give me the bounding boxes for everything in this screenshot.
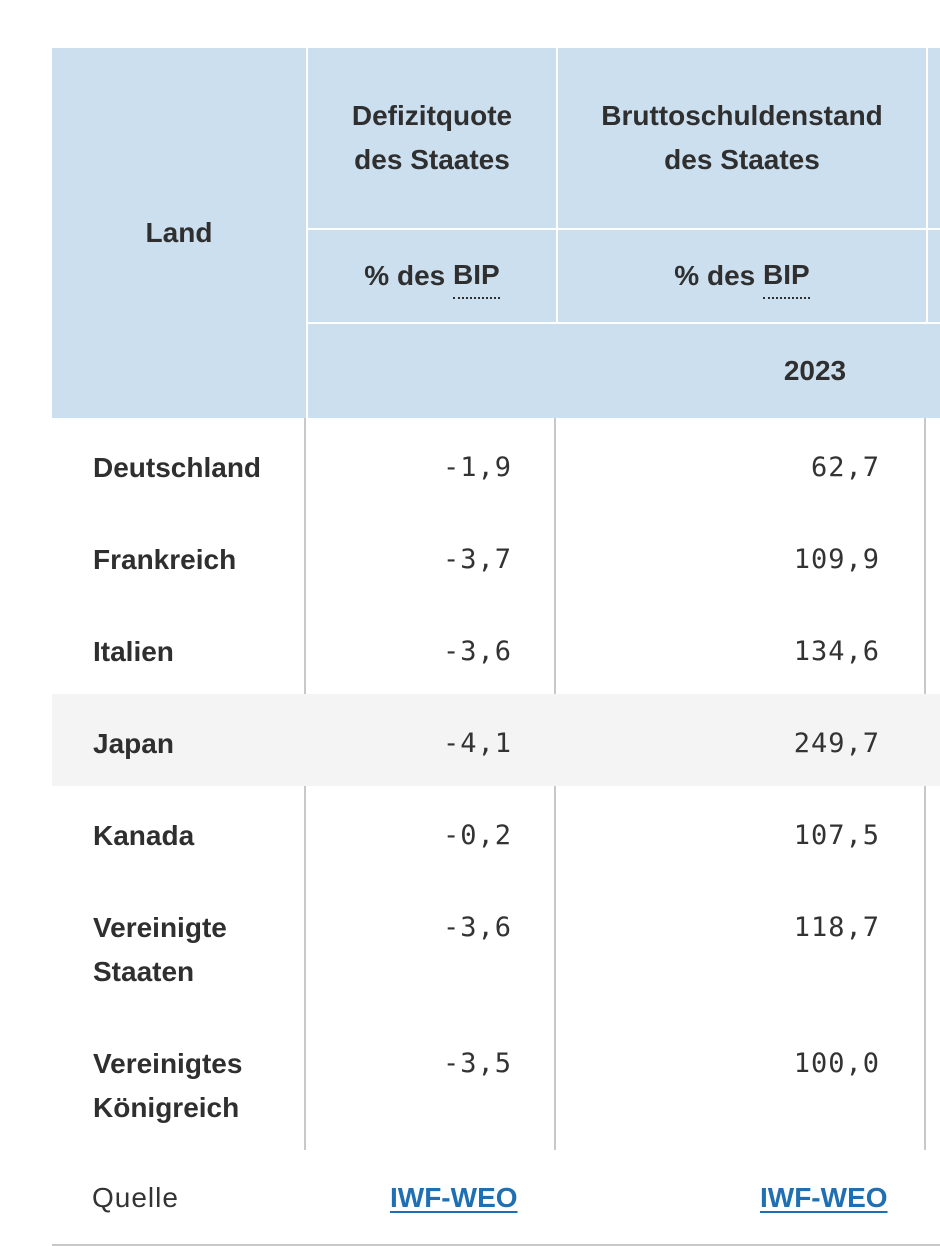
deficit-value: -1,9 [442, 452, 512, 483]
country-cell: Japan [52, 694, 306, 786]
country-name: Vereinigtes [93, 1048, 243, 1079]
year-header: 2023 [308, 324, 940, 418]
debt-value: 62,7 [810, 452, 880, 483]
table-body: Deutschland -1,9 62,7 Frankreich -3,7 10… [52, 418, 940, 1150]
deficit-value: -4,1 [442, 728, 512, 759]
economic-data-table: Land Defizitquote des Staates Bruttoschu… [52, 48, 940, 1246]
source-link-bruttoschuldenstand[interactable]: IWF-WEO [760, 1182, 888, 1213]
header-divider [926, 48, 928, 324]
unit-header-bruttoschuldenstand: % des BIP [558, 230, 926, 322]
table-row: Frankreich -3,7 109,9 [52, 510, 940, 602]
country-name: Deutschland [93, 452, 262, 483]
country-name: Japan [93, 728, 174, 759]
country-name: Kanada [93, 820, 195, 851]
bip-abbreviation[interactable]: BIP [453, 253, 500, 299]
column-header-land-label: Land [145, 217, 213, 248]
column-header-title: Bruttoschuldenstand [601, 100, 883, 131]
unit-label: % des [364, 260, 453, 291]
debt-value: 134,6 [793, 636, 880, 667]
header-divider [306, 228, 940, 230]
country-name: Königreich [93, 1092, 240, 1123]
header-divider [306, 48, 308, 418]
year-label: 2023 [783, 355, 847, 386]
column-header-title: des Staates [664, 144, 820, 175]
column-header-defizitquote: Defizitquote des Staates [308, 48, 556, 228]
debt-value: 249,7 [793, 728, 880, 759]
table-row: Italien -3,6 134,6 [52, 602, 940, 694]
deficit-value: -3,7 [442, 544, 512, 575]
debt-value: 118,7 [793, 912, 880, 943]
column-header-title: des Staates [354, 144, 510, 175]
header-divider [306, 322, 940, 324]
unit-header-defizitquote: % des BIP [308, 230, 556, 322]
debt-value: 100,0 [793, 1048, 880, 1079]
column-header-land: Land [52, 48, 306, 418]
source-label: Quelle [92, 1182, 179, 1213]
country-cell: Italien [52, 602, 306, 694]
deficit-value: -3,6 [442, 636, 512, 667]
column-header-bruttoschuldenstand: Bruttoschuldenstand des Staates [558, 48, 926, 228]
country-cell: Vereinigte Staaten [52, 878, 306, 1014]
country-name: Staaten [93, 956, 195, 987]
table-header: Land Defizitquote des Staates Bruttoschu… [52, 48, 940, 418]
table-footer-source: Quelle IWF-WEO IWF-WEO [52, 1150, 940, 1246]
country-cell: Deutschland [52, 418, 306, 510]
table-row: Vereinigtes Königreich -3,5 100,0 [52, 1014, 940, 1150]
country-name: Vereinigte [93, 912, 227, 943]
table-row: Kanada -0,2 107,5 [52, 786, 940, 878]
source-link-defizitquote[interactable]: IWF-WEO [390, 1182, 518, 1213]
deficit-value: -3,5 [442, 1048, 512, 1079]
deficit-value: -3,6 [442, 912, 512, 943]
country-name: Frankreich [93, 544, 237, 575]
column-header-title: Defizitquote [351, 100, 513, 131]
table-row: Vereinigte Staaten -3,6 118,7 [52, 878, 940, 1014]
unit-label: % des [674, 260, 763, 291]
country-cell: Frankreich [52, 510, 306, 602]
deficit-value: -0,2 [442, 820, 512, 851]
debt-value: 109,9 [793, 544, 880, 575]
table-row-highlighted: Japan -4,1 249,7 [52, 694, 940, 786]
table-row: Deutschland -1,9 62,7 [52, 418, 940, 510]
country-name: Italien [93, 636, 174, 667]
header-divider [556, 48, 558, 324]
country-cell: Kanada [52, 786, 306, 878]
bip-abbreviation[interactable]: BIP [763, 253, 810, 299]
debt-value: 107,5 [793, 820, 880, 851]
country-cell: Vereinigtes Königreich [52, 1014, 306, 1150]
